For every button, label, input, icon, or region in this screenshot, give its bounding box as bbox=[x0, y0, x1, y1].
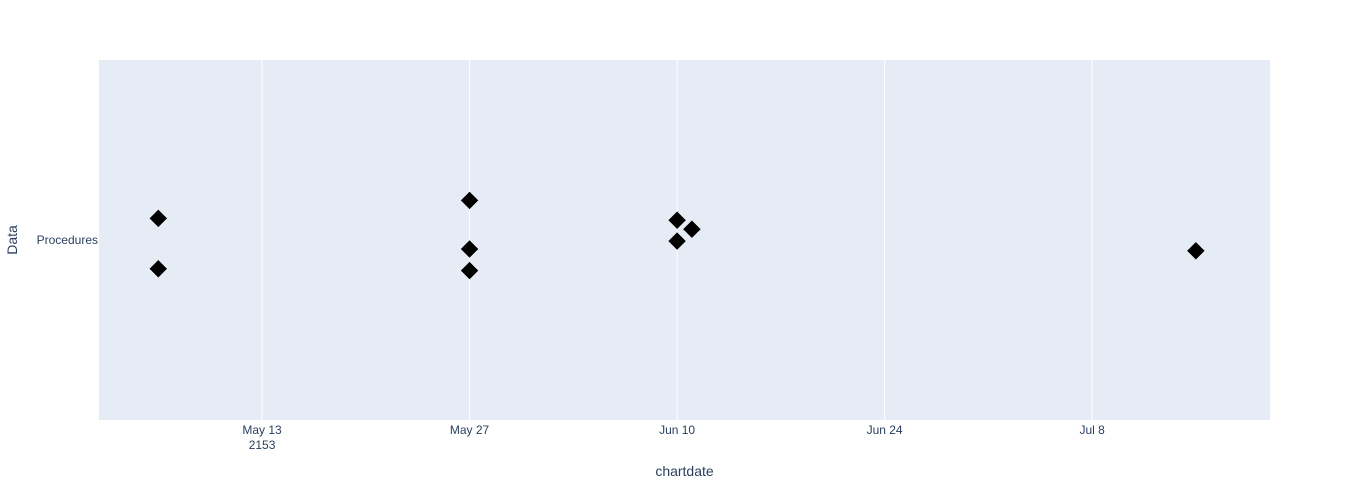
x-tick-label: May 27 bbox=[450, 423, 490, 437]
y-tick-label: Procedures bbox=[37, 233, 98, 247]
x-tick-label: Jun 24 bbox=[867, 423, 903, 437]
data-point-diamond[interactable] bbox=[148, 259, 168, 279]
data-point-diamond[interactable] bbox=[148, 209, 168, 228]
x-tick-year-label: 2153 bbox=[249, 438, 276, 452]
x-axis-title: chartdate bbox=[655, 463, 714, 479]
x-tick-label: Jul 8 bbox=[1079, 423, 1105, 437]
data-points[interactable] bbox=[148, 191, 1206, 280]
data-point-diamond[interactable] bbox=[1186, 241, 1206, 261]
data-point-diamond[interactable] bbox=[682, 219, 702, 239]
data-point-diamond[interactable] bbox=[667, 231, 687, 251]
x-tick-label: May 13 bbox=[242, 423, 282, 437]
x-tick-label: Jun 10 bbox=[659, 423, 695, 437]
data-point-diamond[interactable] bbox=[460, 191, 479, 210]
y-axis-title: Data bbox=[4, 225, 20, 255]
data-point-diamond[interactable] bbox=[460, 239, 479, 259]
data-point-diamond[interactable] bbox=[667, 210, 687, 230]
y-tick-labels: Procedures bbox=[37, 233, 98, 247]
data-point-diamond[interactable] bbox=[460, 261, 479, 280]
